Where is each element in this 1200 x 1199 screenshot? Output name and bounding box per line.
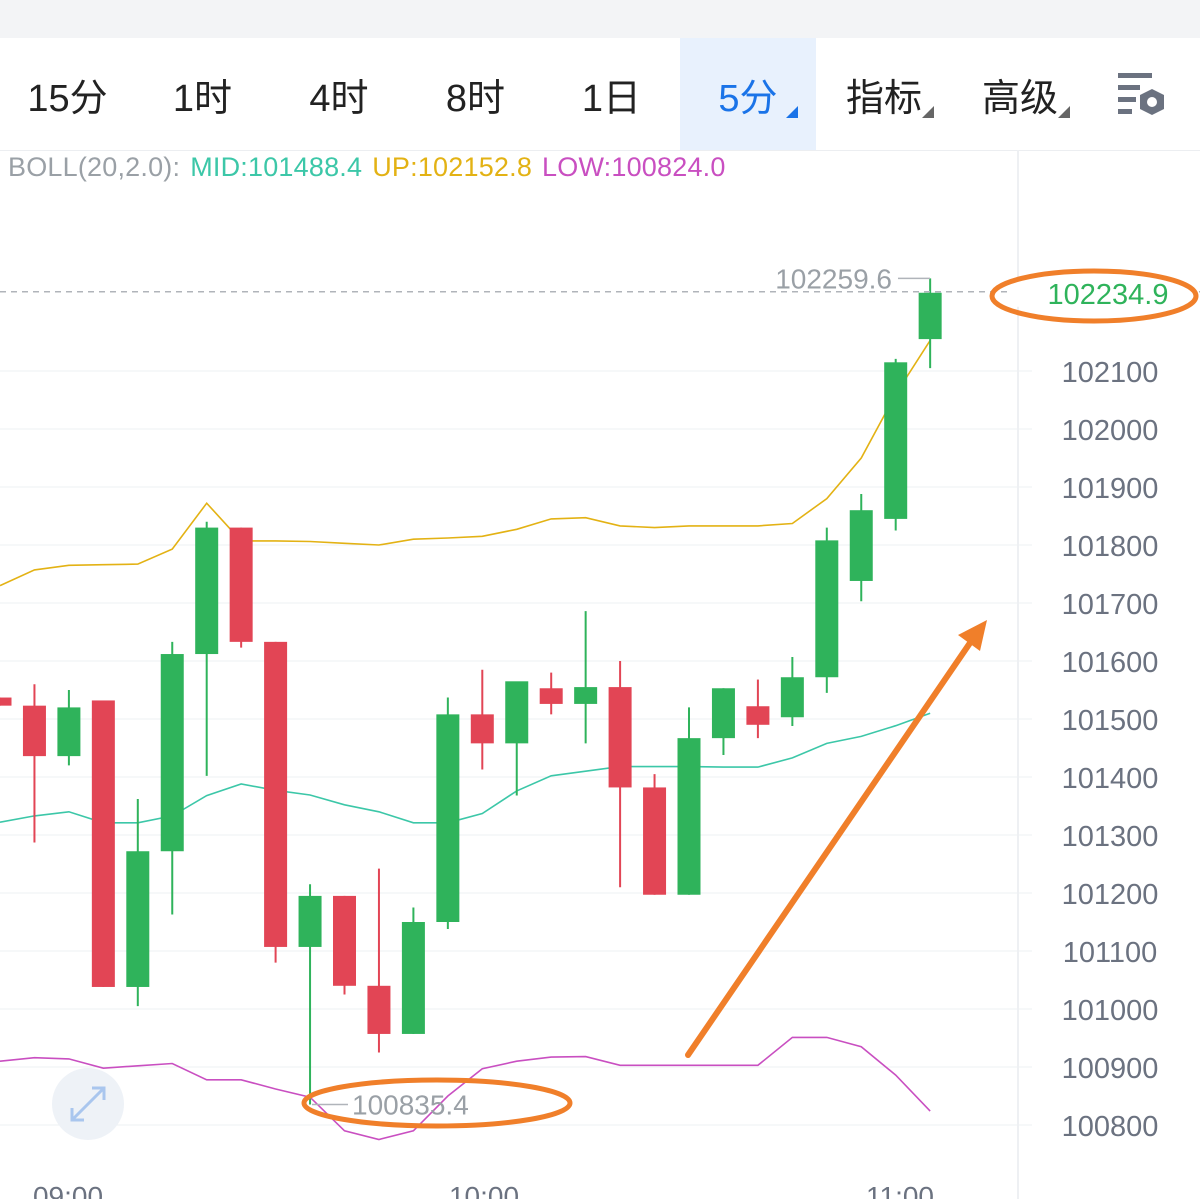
candle-up[interactable] (160, 654, 184, 852)
y-tick-label: 101600 (1062, 647, 1159, 679)
candle-up[interactable] (401, 922, 425, 1034)
boll-upper-line (0, 339, 931, 587)
boll-up: UP:102152.8 (372, 152, 533, 182)
y-tick-label: 102100 (1062, 357, 1159, 389)
y-tick-label: 100800 (1062, 1111, 1159, 1143)
candle-up[interactable] (884, 362, 908, 519)
candle-up[interactable] (195, 527, 219, 655)
tab-8h[interactable]: 8时 (445, 77, 506, 120)
y-tick-label: 101200 (1062, 879, 1159, 911)
candle-down[interactable] (22, 705, 46, 757)
boll-indicator-legend: BOLL(20,2.0): MID:101488.4 UP:102152.8 LOW:… (8, 152, 736, 183)
candle-up[interactable] (298, 895, 322, 947)
boll-mid-line (0, 712, 931, 824)
top-strip (0, 0, 1200, 38)
dropdown-triangle-icon (922, 106, 934, 118)
x-tick-label: 09:00 (33, 1181, 103, 1199)
candle-down[interactable] (91, 700, 115, 987)
y-tick-label: 101800 (1062, 531, 1159, 563)
y-tick-label: 102000 (1062, 415, 1159, 447)
y-tick-label: 101700 (1062, 589, 1159, 621)
tab-advanced[interactable]: 高级 (952, 38, 1088, 150)
y-tick-label: 101100 (1063, 937, 1158, 969)
candle-up[interactable] (505, 681, 529, 744)
annotation-arrow-shaft (685, 637, 975, 1058)
y-tick-label: 100900 (1062, 1053, 1159, 1085)
candlestick-chart[interactable]: 100800 100900 101000 101100 101200 101300 1014… (0, 150, 1200, 1199)
annotation-arrow-head (958, 620, 987, 651)
candle-up[interactable] (849, 510, 873, 581)
candle-up[interactable] (815, 540, 839, 678)
annotation-ellipse-low (301, 1077, 573, 1129)
tab-1d[interactable]: 1日 (581, 77, 642, 120)
last-price-label: 102234.9 (1048, 279, 1169, 311)
boll-name: BOLL(20,2.0): (8, 152, 181, 182)
candle-down[interactable] (229, 527, 253, 642)
candle-down[interactable] (643, 787, 667, 895)
candle-down[interactable] (470, 714, 494, 744)
candle-up[interactable] (126, 851, 150, 987)
candle-up[interactable] (57, 707, 81, 757)
candle-down[interactable] (746, 706, 770, 725)
chart-settings-icon[interactable] (1112, 64, 1172, 124)
last-price-bg (1012, 278, 1198, 307)
candle-up[interactable] (780, 677, 804, 718)
candle-up[interactable] (677, 738, 701, 895)
tab-4h[interactable]: 4时 (309, 77, 369, 120)
dropdown-triangle-icon (1058, 106, 1070, 118)
candle-up[interactable] (711, 688, 735, 739)
tab-15m[interactable]: 15分 (27, 77, 108, 120)
candle-down[interactable] (264, 641, 288, 947)
candle-down[interactable] (608, 687, 632, 788)
y-tick-label: 101400 (1062, 763, 1159, 795)
candle-down[interactable] (0, 697, 12, 706)
high-price-label: 102259.6 (775, 263, 892, 294)
annotation-ellipse-high (989, 268, 1199, 324)
tab-5m[interactable]: 5分 (680, 38, 816, 150)
x-tick-label: 10:00 (449, 1181, 519, 1199)
timeframe-tab-bar: 15分 1时 4时 8时 1日 5分 指标 高级 (0, 38, 1200, 151)
candle-down[interactable] (367, 985, 391, 1034)
expand-arrows-icon (70, 1086, 106, 1122)
boll-low: LOW:100824.0 (542, 152, 726, 182)
x-tick-label: 11:00 (866, 1181, 934, 1199)
boll-mid: MID:101488.4 (190, 152, 363, 182)
candle-up[interactable] (574, 687, 598, 704)
y-tick-label: 101300 (1062, 821, 1159, 853)
y-tick-label: 101900 (1062, 473, 1159, 505)
dropdown-triangle-icon (786, 106, 798, 118)
y-tick-label: 101500 (1062, 705, 1159, 737)
candle-up[interactable] (436, 714, 460, 922)
fullscreen-button[interactable] (52, 1068, 124, 1140)
tab-indicators[interactable]: 指标 (816, 38, 952, 150)
tab-1h[interactable]: 1时 (172, 77, 233, 120)
candle-down[interactable] (333, 895, 356, 986)
candle-down[interactable] (539, 688, 563, 704)
y-tick-label: 101000 (1062, 995, 1159, 1027)
candle-up[interactable] (918, 292, 942, 340)
low-price-label: 100835.4 (352, 1089, 469, 1120)
